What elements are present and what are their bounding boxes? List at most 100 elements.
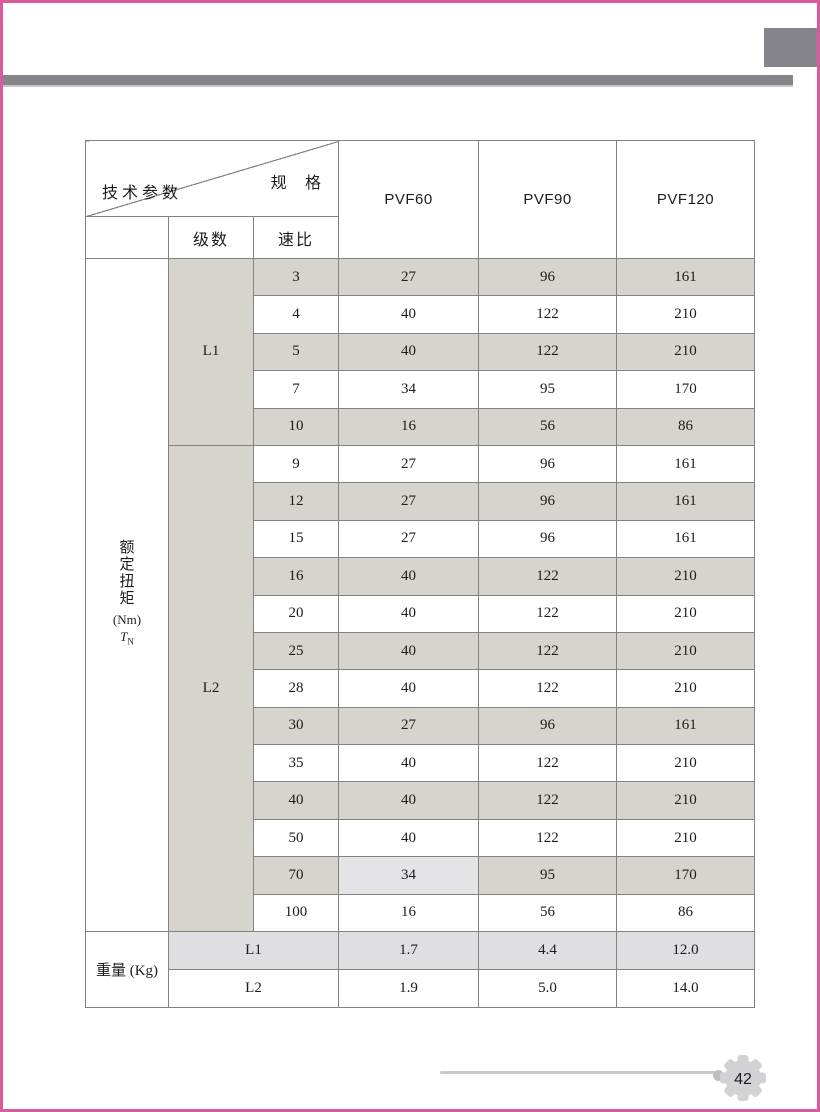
value-cell: 40 bbox=[338, 594, 480, 633]
ratio-cell: 7 bbox=[252, 370, 340, 409]
torque-row: 70 34 95 170 bbox=[86, 856, 756, 895]
torque-row: 100 16 56 86 bbox=[86, 893, 756, 933]
footer-rule bbox=[440, 1071, 718, 1074]
ratio-cell: 15 bbox=[252, 519, 340, 559]
value-cell: 96 bbox=[478, 519, 618, 559]
value-cell: 56 bbox=[478, 407, 618, 446]
ratio-cell: 28 bbox=[252, 669, 340, 708]
value-cell: 16 bbox=[338, 893, 480, 933]
ratio-cell: 35 bbox=[252, 744, 340, 783]
stage-cell: L1 bbox=[168, 258, 254, 446]
value-cell: 56 bbox=[478, 893, 618, 933]
value-cell: 122 bbox=[478, 781, 618, 820]
ratio-cell: 10 bbox=[252, 407, 340, 446]
value-cell: 122 bbox=[478, 332, 618, 372]
stage-cell: L2 bbox=[168, 444, 254, 933]
value-cell: 122 bbox=[478, 744, 618, 783]
col-header-pvf90: PVF90 bbox=[478, 140, 618, 259]
torque-axis-label: 额定扭矩 (Nm) TN bbox=[85, 257, 169, 933]
weight-stage-cell: L1 bbox=[167, 931, 340, 971]
weight-row: 重量 (Kg) L1 1.7 4.4 12.0 bbox=[85, 931, 756, 1009]
torque-row: 7 34 95 170 bbox=[86, 370, 756, 409]
value-cell: 40 bbox=[338, 332, 480, 372]
ratio-header: 速比 bbox=[252, 216, 340, 259]
value-cell: 27 bbox=[338, 444, 480, 484]
empty-header-cell bbox=[85, 216, 169, 259]
ratio-cell: 30 bbox=[252, 706, 340, 746]
gear-icon: 42 bbox=[720, 1055, 766, 1101]
value-cell: 122 bbox=[478, 295, 618, 334]
value-cell: 96 bbox=[478, 706, 618, 746]
torque-row: 25 40 122 210 bbox=[86, 631, 756, 671]
weight-row: L2 1.9 5.0 14.0 bbox=[86, 969, 756, 1009]
ratio-cell: 40 bbox=[252, 781, 340, 820]
value-cell: 40 bbox=[338, 631, 480, 671]
torque-row: 16 40 122 210 bbox=[86, 557, 756, 596]
value-cell: 210 bbox=[616, 594, 756, 633]
value-cell: 40 bbox=[338, 295, 480, 334]
value-cell: 40 bbox=[338, 669, 480, 708]
ratio-cell: 12 bbox=[252, 482, 340, 521]
value-cell: 210 bbox=[616, 781, 756, 820]
ratio-cell: 70 bbox=[252, 856, 340, 895]
value-cell: 122 bbox=[478, 557, 618, 596]
value-cell: 122 bbox=[478, 594, 618, 633]
weight-value-cell: 4.4 bbox=[478, 931, 618, 971]
ratio-cell: 20 bbox=[252, 594, 340, 633]
stage-header: 级数 bbox=[168, 216, 254, 259]
value-cell: 122 bbox=[478, 818, 618, 858]
col-header-pvf120: PVF120 bbox=[616, 140, 756, 259]
corner-decor-square bbox=[764, 28, 817, 67]
ratio-cell: 16 bbox=[252, 557, 340, 596]
footer-dot bbox=[713, 1070, 724, 1081]
col-header-pvf60: PVF60 bbox=[338, 140, 480, 259]
torque-row: 4 40 122 210 bbox=[86, 295, 756, 334]
value-cell: 96 bbox=[478, 257, 618, 297]
weight-value-cell: 12.0 bbox=[616, 931, 756, 971]
torque-row: 40 40 122 210 bbox=[86, 781, 756, 820]
torque-row: 额定扭矩 (Nm) TN L1 3 27 96 161 bbox=[85, 257, 756, 933]
weight-value-cell: 1.7 bbox=[338, 931, 480, 971]
value-cell: 40 bbox=[338, 818, 480, 858]
value-cell: 210 bbox=[616, 631, 756, 671]
header-rule-bar bbox=[3, 75, 793, 87]
value-cell: 95 bbox=[478, 856, 618, 895]
value-cell: 210 bbox=[616, 818, 756, 858]
value-cell: 40 bbox=[338, 781, 480, 820]
value-cell: 161 bbox=[616, 257, 756, 297]
diagonal-corner-cell: 规 格 技术参数 bbox=[84, 140, 340, 217]
torque-row: 12 27 96 161 bbox=[86, 482, 756, 521]
torque-row: 10 16 56 86 bbox=[86, 407, 756, 446]
spec-table-body: 额定扭矩 (Nm) TN L1 3 27 96 161 4 40 122 210 5 40 122 210 7 3… bbox=[85, 257, 756, 1009]
spec-corner-label: 规 格 bbox=[270, 175, 329, 192]
page-number: 42 bbox=[734, 1071, 752, 1088]
ratio-cell: 100 bbox=[252, 893, 340, 933]
ratio-cell: 5 bbox=[252, 332, 340, 372]
weight-label: 重量 (Kg) bbox=[85, 931, 169, 1009]
header-row-1: 规 格 技术参数 PVF60 PVF90 PVF120 bbox=[84, 140, 756, 259]
value-cell: 122 bbox=[478, 631, 618, 671]
torque-row: 28 40 122 210 bbox=[86, 669, 756, 708]
value-cell: 170 bbox=[616, 370, 756, 409]
value-cell: 86 bbox=[616, 893, 756, 933]
value-cell: 27 bbox=[338, 482, 480, 521]
torque-axis-text: 额定扭矩 (Nm) TN bbox=[87, 540, 168, 651]
value-cell: 210 bbox=[616, 669, 756, 708]
value-cell: 40 bbox=[338, 744, 480, 783]
torque-row: 5 40 122 210 bbox=[86, 332, 756, 372]
value-cell: 210 bbox=[616, 295, 756, 334]
value-cell: 96 bbox=[478, 444, 618, 484]
value-cell: 161 bbox=[616, 444, 756, 484]
value-cell: 95 bbox=[478, 370, 618, 409]
tech-params-corner-label: 技术参数 bbox=[102, 185, 183, 202]
torque-row: 15 27 96 161 bbox=[86, 519, 756, 559]
value-cell: 170 bbox=[616, 856, 756, 895]
weight-value-cell: 1.9 bbox=[338, 969, 480, 1009]
ratio-cell: 50 bbox=[252, 818, 340, 858]
value-cell: 161 bbox=[616, 706, 756, 746]
value-cell: 27 bbox=[338, 519, 480, 559]
ratio-cell: 3 bbox=[252, 257, 340, 297]
value-cell: 210 bbox=[616, 332, 756, 372]
value-cell: 34 bbox=[338, 370, 480, 409]
